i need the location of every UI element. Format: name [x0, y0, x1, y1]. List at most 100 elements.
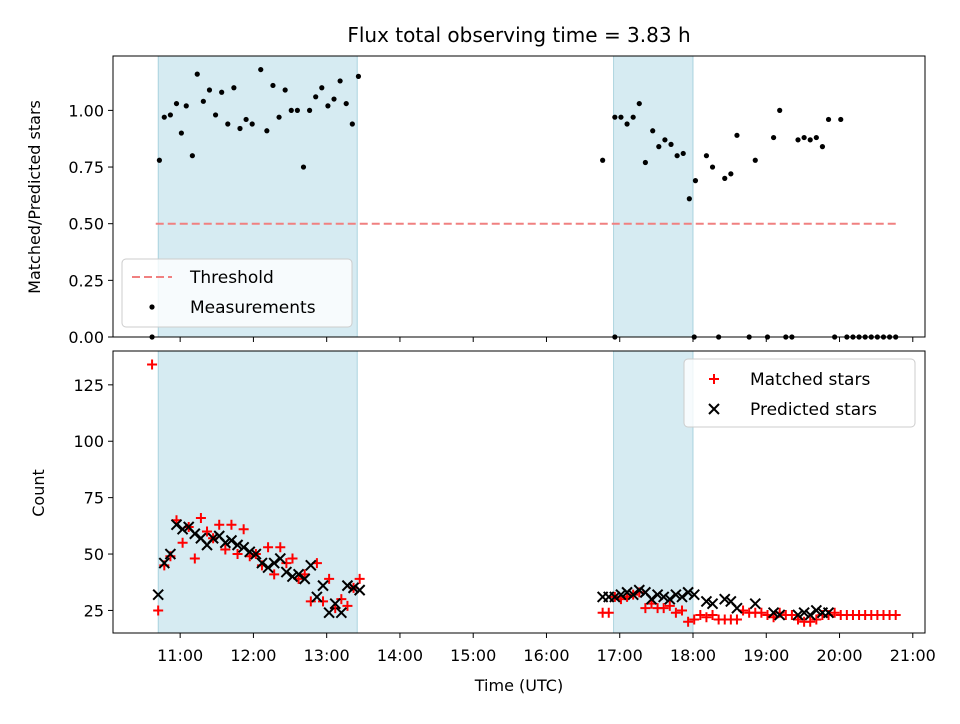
measurement-point	[770, 134, 777, 141]
measurement-point	[838, 116, 844, 123]
measurement-point	[680, 150, 686, 157]
measurement-point	[319, 85, 325, 91]
legend-box	[683, 358, 916, 428]
measurement-point	[219, 89, 225, 95]
matched-point	[670, 607, 681, 618]
matched-point	[318, 596, 329, 607]
matched-point	[658, 603, 669, 614]
legend-swatch-predicted	[708, 403, 720, 415]
predicted-point	[329, 597, 341, 610]
y-tick-label: 125	[73, 376, 104, 395]
x-tick-label: 14:00	[377, 646, 423, 665]
matched-point	[287, 553, 298, 564]
predicted-point	[688, 588, 700, 601]
matched-point	[263, 542, 274, 553]
measurement-point	[270, 82, 276, 89]
matched-point	[354, 573, 365, 584]
matched-point	[324, 573, 335, 584]
measurement-point	[343, 100, 349, 107]
predicted-point	[731, 602, 743, 614]
legend-label: Threshold	[189, 268, 274, 288]
matched-point	[603, 607, 614, 618]
matched-point	[829, 607, 840, 618]
x-tick-label: 11:00	[157, 646, 203, 665]
measurement-point	[237, 125, 243, 132]
measurement-point	[692, 178, 699, 184]
x-tick-label: 16:00	[523, 646, 569, 665]
measurement-point	[650, 128, 656, 134]
measurement-point	[795, 137, 801, 143]
predicted-point	[822, 606, 835, 619]
predicted-point	[657, 591, 670, 603]
x-tick-label: 17:00	[597, 646, 643, 665]
predicted-point	[164, 548, 177, 560]
predicted-point	[670, 588, 682, 601]
matched-point	[689, 614, 700, 625]
matched-point	[238, 524, 249, 535]
matched-point	[214, 519, 225, 530]
predicted-point	[170, 519, 183, 531]
predicted-point	[706, 597, 719, 610]
matched-point	[305, 596, 316, 607]
predicted-point	[311, 591, 323, 603]
predicted-point	[231, 539, 244, 551]
measurement-point	[282, 87, 288, 93]
predicted-point	[298, 573, 311, 585]
predicted-point	[280, 566, 293, 578]
matched-point	[695, 609, 706, 620]
y-tick-label: 100	[73, 432, 104, 451]
measurement-point	[300, 164, 307, 170]
measurement-point	[325, 103, 331, 109]
legend-label: Measurements	[190, 298, 316, 318]
predicted-point	[152, 588, 164, 601]
predicted-point	[335, 606, 348, 619]
measurement-point	[349, 121, 355, 127]
predicted-point	[621, 586, 633, 599]
measurement-point	[173, 100, 180, 107]
matched-point	[731, 614, 742, 625]
measurement-point	[703, 153, 710, 159]
measurement-point	[777, 107, 783, 113]
measurement-point	[612, 114, 618, 120]
matched-point	[275, 542, 286, 553]
measurement-point	[686, 196, 692, 202]
measurement-point	[668, 141, 674, 147]
measurement-point	[294, 107, 300, 113]
matched-point	[707, 609, 718, 620]
predicted-point	[305, 559, 317, 572]
matched-point	[195, 512, 206, 523]
matched-point	[701, 612, 712, 623]
predicted-point	[749, 597, 761, 610]
predicted-point	[268, 557, 280, 569]
y-tick-label: 0.50	[68, 215, 104, 234]
predicted-point	[286, 570, 299, 583]
matched-point	[683, 616, 694, 627]
predicted-point	[158, 557, 170, 569]
measurement-point	[276, 114, 282, 120]
top-ylabel: Matched/Predicted stars	[25, 100, 44, 294]
predicted-point	[250, 548, 262, 560]
matched-point	[664, 600, 675, 611]
matched-point	[342, 600, 353, 611]
predicted-point	[176, 523, 189, 535]
predicted-point	[237, 541, 250, 553]
measurement-point	[752, 157, 758, 163]
measurement-point	[674, 153, 680, 159]
measurement-point	[264, 128, 270, 134]
matched-point	[677, 605, 688, 616]
measurement-point	[212, 112, 219, 118]
measurement-point	[801, 134, 807, 141]
matched-point	[640, 603, 651, 614]
chart-title: Flux total observing time = 3.83 h	[347, 23, 690, 47]
predicted-point	[651, 588, 664, 601]
x-tick-label: 20:00	[816, 646, 862, 665]
legend-box	[121, 258, 353, 328]
predicted-point	[664, 593, 676, 605]
bottom-ylabel: Count	[29, 469, 48, 517]
y-tick-label: 25	[84, 601, 104, 620]
matched-point	[189, 553, 200, 564]
measurement-point	[249, 121, 255, 127]
measurement-point	[662, 137, 668, 143]
matched-point	[232, 549, 243, 560]
